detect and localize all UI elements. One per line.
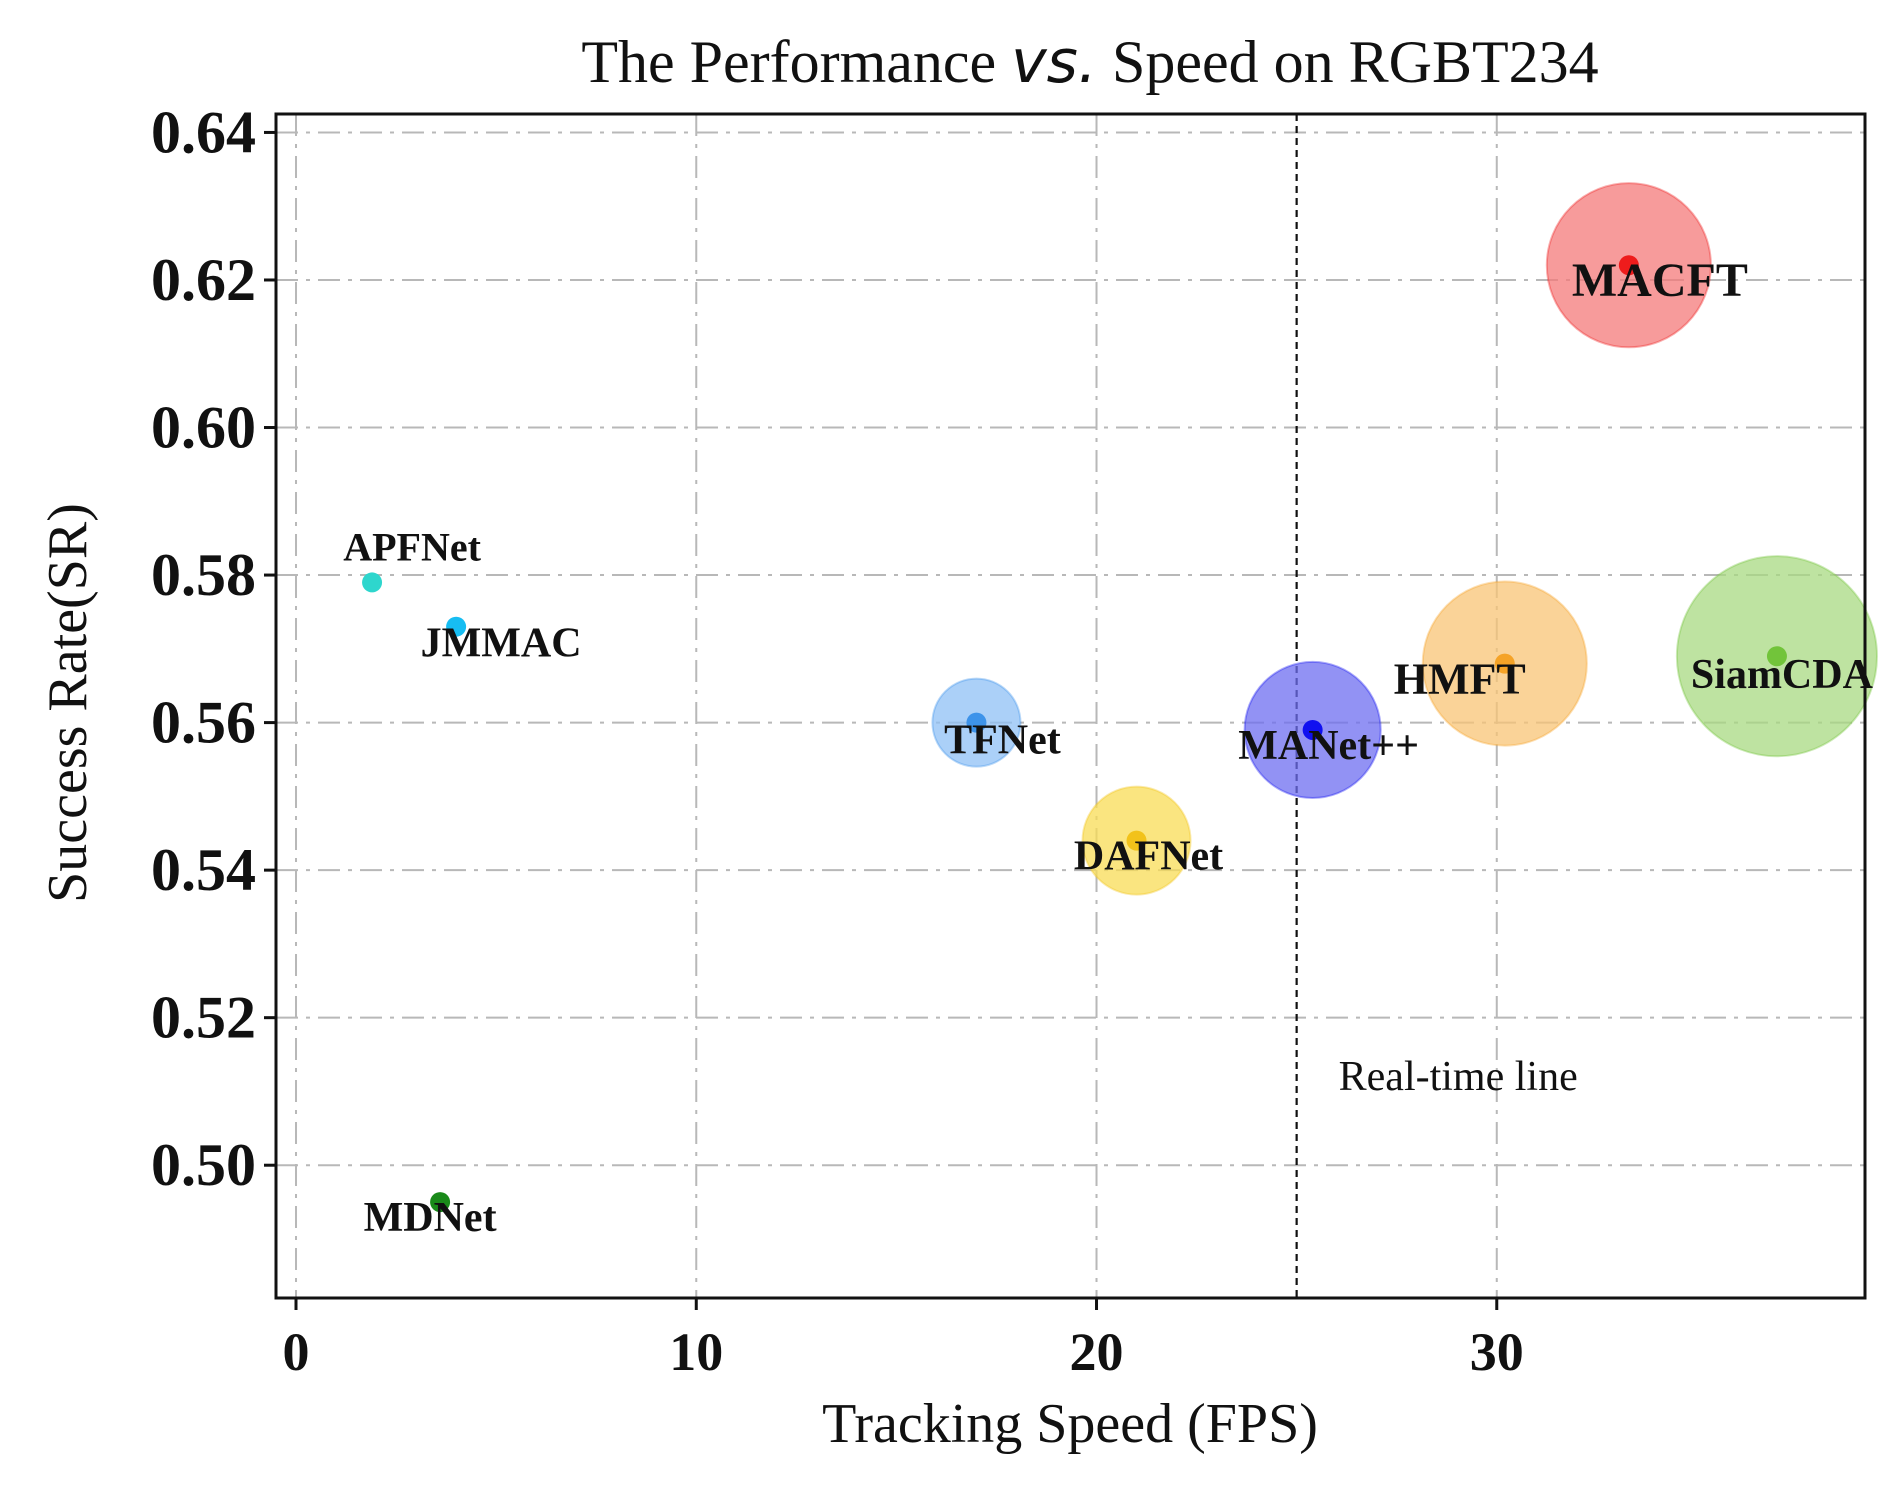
point-dafnet bbox=[1126, 830, 1147, 851]
point-macft bbox=[1618, 255, 1639, 276]
point-label-hmft: HMFT bbox=[1394, 655, 1526, 704]
y-tick-label: 0.58 bbox=[151, 542, 256, 608]
chart-title: The Performance vs. Speed on RGBT234 bbox=[581, 27, 1598, 97]
y-tick-label: 0.56 bbox=[151, 690, 256, 756]
point-label-macft: MACFT bbox=[1572, 254, 1748, 307]
point-tfnet bbox=[966, 712, 987, 733]
point-label-jmmac: JMMAC bbox=[421, 621, 582, 667]
y-tick-label: 0.54 bbox=[151, 837, 256, 903]
point-apfnet bbox=[362, 572, 383, 593]
x-tick-label: 0 bbox=[283, 1322, 310, 1382]
plot-frame bbox=[274, 112, 1867, 1300]
point-label-mdnet: MDNet bbox=[364, 1195, 497, 1241]
point-layer bbox=[362, 255, 1787, 1213]
x-tick-label: 30 bbox=[1470, 1322, 1524, 1382]
point-siamcda bbox=[1766, 646, 1787, 667]
point-label-apfnet: APFNet bbox=[343, 524, 481, 569]
chart-title-part-1: The Performance bbox=[581, 29, 1011, 95]
grid-layer bbox=[276, 114, 1865, 1298]
x-tick-label: 20 bbox=[1070, 1322, 1124, 1382]
realtime-line-label: Real-time line bbox=[1339, 1054, 1578, 1100]
point-mdnet bbox=[430, 1192, 451, 1213]
point-label-tfnet: TFNet bbox=[944, 718, 1061, 764]
y-tick-label: 0.60 bbox=[151, 395, 256, 461]
point-label-manetplusplus: MANet++ bbox=[1238, 723, 1419, 769]
chart-title-part-2: vs. bbox=[1011, 27, 1097, 97]
y-tick-label: 0.62 bbox=[151, 247, 256, 313]
point-label-dafnet: DAFNet bbox=[1074, 834, 1223, 880]
point-label-siamcda: SiamCDA bbox=[1691, 652, 1874, 698]
x-tick-label: 10 bbox=[669, 1322, 723, 1382]
point-hmft bbox=[1494, 653, 1515, 674]
point-manetplusplus bbox=[1302, 719, 1323, 740]
y-tick-label: 0.64 bbox=[151, 99, 256, 165]
point-jmmac bbox=[446, 616, 467, 637]
label-layer: Real-time line APFNet JMMAC MDNet TFNet DAFNe… bbox=[343, 254, 1873, 1241]
chart-title-part-3: Speed on RGBT234 bbox=[1097, 29, 1599, 95]
x-axis-label: Tracking Speed (FPS) bbox=[822, 1393, 1318, 1455]
y-axis-label: Success Rate(SR) bbox=[37, 503, 99, 903]
axis-layer: 0 10 20 30 0.50 0.52 0.54 0.56 0.58 0.60 0.62 0.64 bbox=[151, 99, 1867, 1382]
y-tick-label: 0.50 bbox=[151, 1132, 256, 1198]
y-tick-label: 0.52 bbox=[151, 985, 256, 1051]
